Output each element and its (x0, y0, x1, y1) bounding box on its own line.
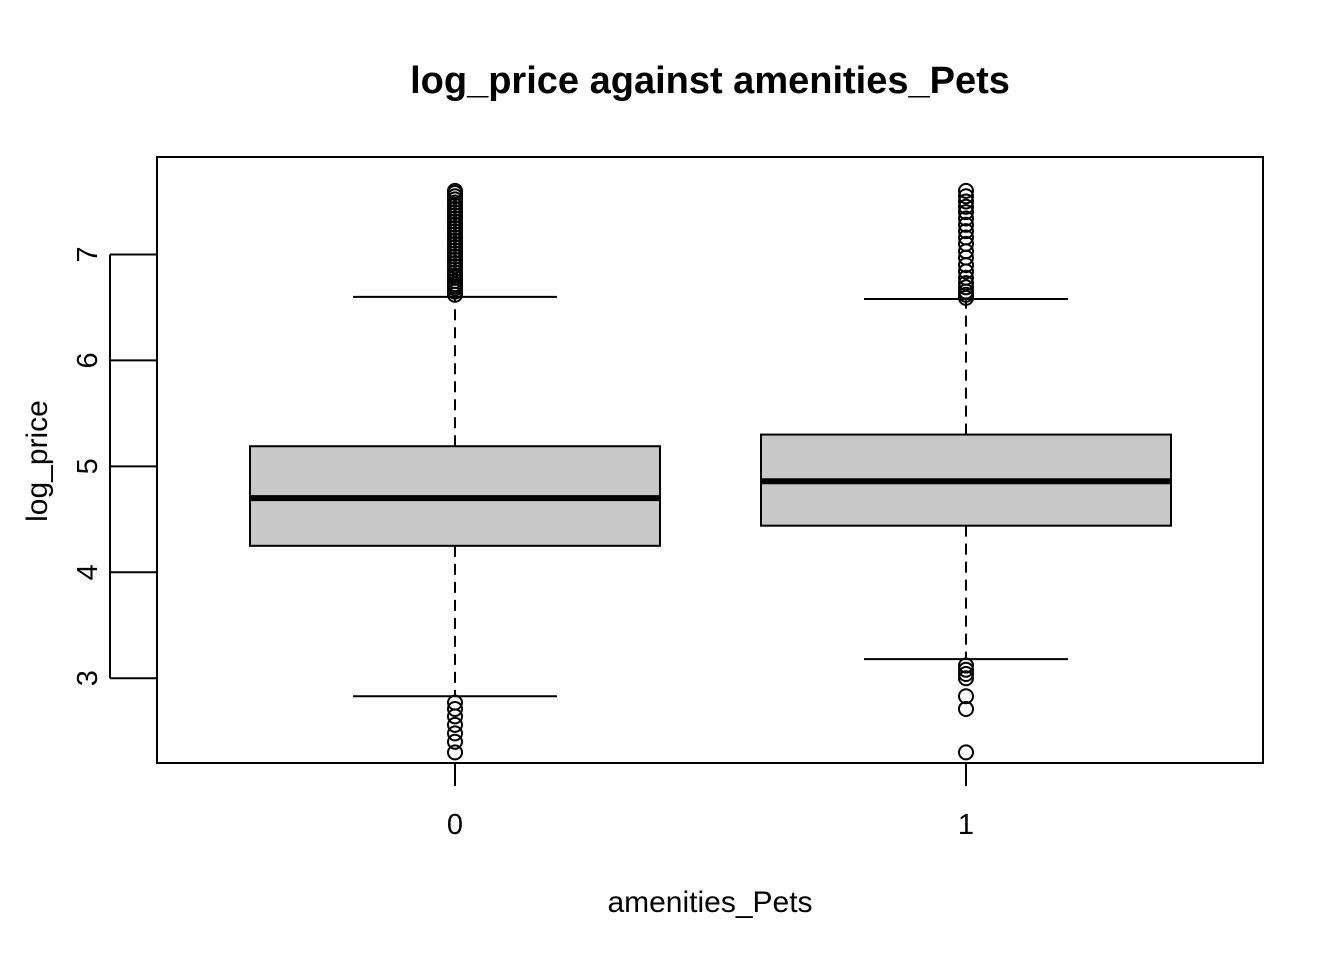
outlier-point (958, 235, 974, 252)
x-tick-label: 0 (447, 809, 463, 841)
outlier-point (958, 210, 974, 227)
outlier-point (958, 661, 974, 678)
outlier-point (958, 198, 974, 215)
y-tick-label: 7 (72, 246, 104, 262)
outlier-point (447, 733, 463, 750)
outlier-point (447, 700, 463, 717)
y-tick-label: 5 (72, 458, 104, 474)
box-group-1 (760, 182, 1172, 761)
outlier-point (447, 182, 463, 199)
outlier-point (958, 688, 974, 705)
y-axis-label: log_price (21, 400, 54, 522)
outlier-point (958, 188, 974, 205)
outlier-point (958, 744, 974, 761)
plot-layer (249, 182, 1172, 761)
outlier-point (447, 744, 463, 761)
outlier-point (958, 182, 974, 199)
y-tick-label: 3 (72, 670, 104, 686)
outlier-point (958, 279, 974, 296)
outlier-point (958, 223, 974, 240)
outlier-point (958, 666, 974, 683)
outlier-point (447, 694, 463, 711)
chart-title: log_price against amenities_Pets (410, 60, 1010, 102)
outlier-point (958, 193, 974, 210)
outlier-point (958, 269, 974, 286)
outlier-point (958, 700, 974, 717)
outlier-point (958, 670, 974, 687)
outlier-point (958, 275, 974, 292)
y-tick-label: 4 (72, 564, 104, 580)
y-tick-label: 6 (72, 352, 104, 368)
outlier-point (447, 725, 463, 742)
outlier-point (958, 657, 974, 674)
plot-frame (156, 156, 1264, 764)
outlier-point (958, 229, 974, 246)
outlier-point (958, 204, 974, 221)
x-tick-label: 1 (958, 809, 974, 841)
outlier-point (958, 216, 974, 233)
box-group-0 (249, 182, 661, 761)
x-axis-label: amenities_Pets (607, 886, 812, 919)
outlier-point (447, 716, 463, 733)
